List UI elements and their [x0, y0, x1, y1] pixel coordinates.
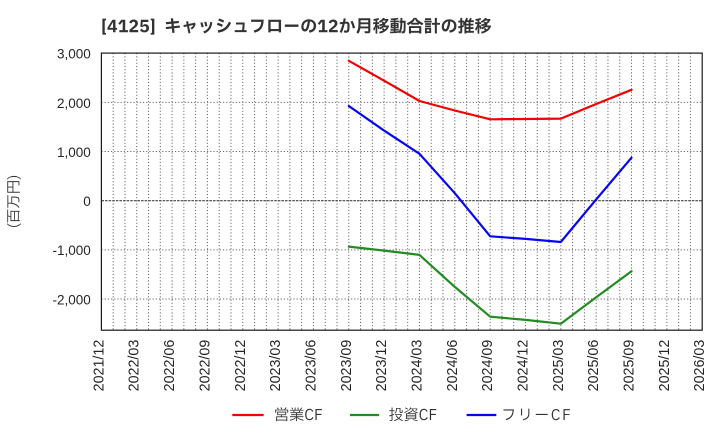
svg-text:-1,000: -1,000	[53, 243, 91, 258]
svg-text:0: 0	[83, 194, 91, 209]
svg-text:2023/12: 2023/12	[374, 340, 390, 392]
svg-text:2021/12: 2021/12	[91, 340, 107, 392]
svg-text:2025/03: 2025/03	[551, 340, 567, 392]
svg-text:2025/12: 2025/12	[657, 340, 673, 392]
svg-text:2022/06: 2022/06	[162, 340, 178, 392]
svg-text:2,000: 2,000	[57, 96, 91, 111]
svg-text:2026/03: 2026/03	[692, 340, 708, 392]
svg-text:2022/03: 2022/03	[127, 340, 143, 392]
svg-text:2023/03: 2023/03	[268, 340, 284, 392]
svg-text:-2,000: -2,000	[53, 292, 91, 307]
svg-text:2024/12: 2024/12	[516, 340, 532, 392]
svg-text:2025/06: 2025/06	[586, 340, 602, 392]
svg-text:2024/03: 2024/03	[410, 340, 426, 392]
svg-text:1,000: 1,000	[57, 145, 91, 160]
svg-text:2024/06: 2024/06	[445, 340, 461, 392]
svg-text:2023/09: 2023/09	[339, 340, 355, 392]
svg-text:2022/12: 2022/12	[233, 340, 249, 392]
svg-text:2022/09: 2022/09	[197, 340, 213, 392]
svg-text:2024/09: 2024/09	[480, 340, 496, 392]
svg-text:3,000: 3,000	[57, 47, 91, 62]
svg-text:2023/06: 2023/06	[303, 340, 319, 392]
svg-text:2025/09: 2025/09	[622, 340, 638, 392]
